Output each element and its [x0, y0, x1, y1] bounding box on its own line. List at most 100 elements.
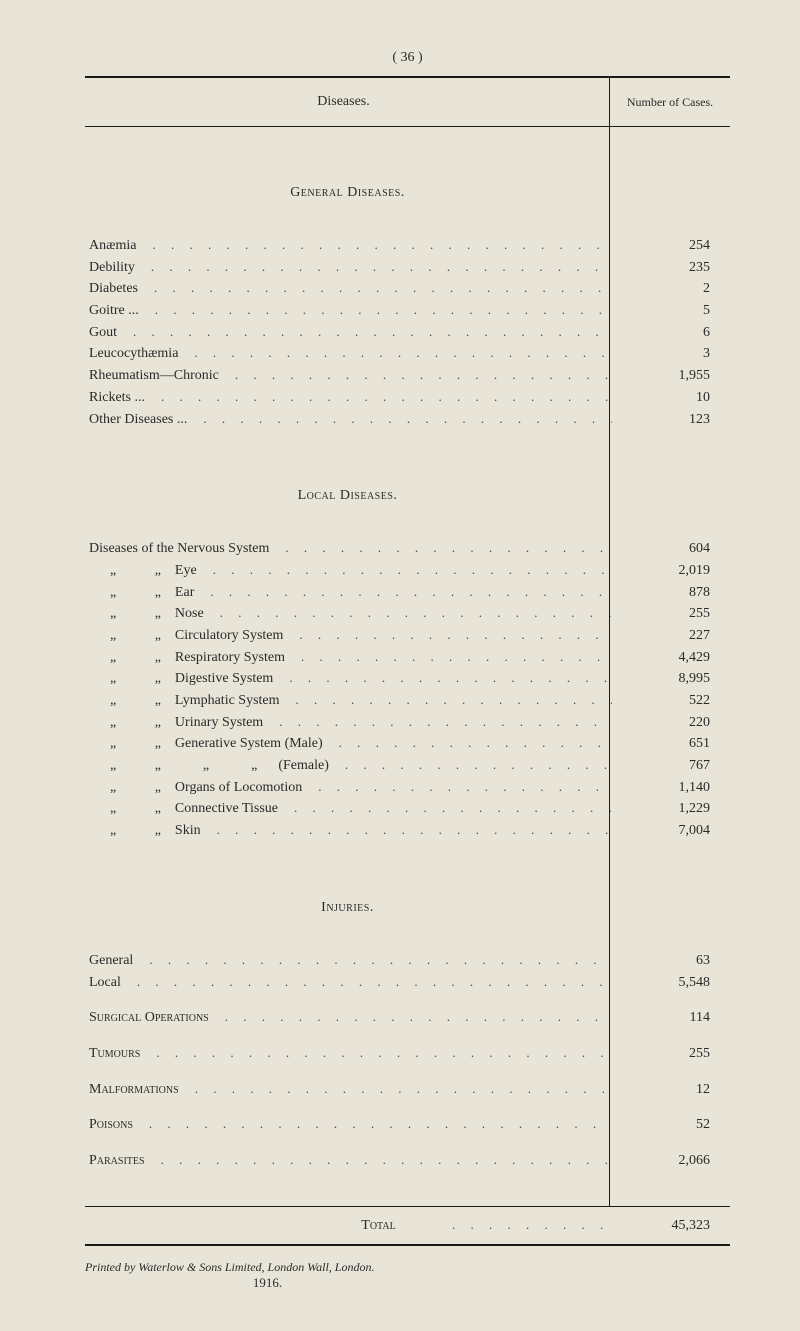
table-row: Rheumatism—Chronic1,955 [85, 365, 730, 387]
col-header-diseases: Diseases. [85, 94, 602, 110]
page: ( 36 ) Diseases. Number of Cases. Genera… [0, 0, 800, 1331]
header-vertical-separator [609, 78, 610, 126]
table-row: Goitre ...5 [85, 300, 730, 322]
table-row: Parasites2,066 [85, 1150, 730, 1172]
row-label: Rickets ... [89, 387, 145, 409]
table-row: Local 5,548 [85, 972, 730, 994]
table-row: Gout6 [85, 322, 730, 344]
row-value: 3 [612, 343, 730, 365]
row-label: „ „ Skin [89, 820, 201, 842]
leader-dots [263, 712, 612, 732]
table-body: General Diseases. Anæmia 254 Debility235 … [85, 127, 730, 1206]
row-value: 235 [612, 257, 730, 279]
section-heading-general: General Diseases. [85, 185, 730, 201]
table-row: „ „ „ „ (Female) 767 [85, 755, 730, 777]
leader-dots [135, 257, 612, 277]
row-label: „ „ Organs of Locomotion [89, 777, 302, 799]
row-value: 1,229 [612, 798, 730, 820]
leader-dots [283, 625, 612, 645]
leader-dots [133, 950, 612, 970]
row-label: „ „ Urinary System [89, 712, 263, 734]
row-value: 5,548 [612, 972, 730, 994]
table-row: „ „ Urinary System 220 [85, 712, 730, 734]
row-label: Gout [89, 322, 117, 344]
row-label: Tumours [89, 1043, 140, 1065]
table-row: „ „ Eye2,019 [85, 560, 730, 582]
leader-dots [187, 409, 612, 429]
table-row: „ „ Lymphatic System522 [85, 690, 730, 712]
general-diseases-list: Anæmia 254 Debility235 Diabetes 2 Goitre .… [85, 235, 730, 430]
row-value: 12 [612, 1079, 730, 1101]
leader-dots [302, 777, 612, 797]
row-label: „ „ „ „ (Female) [89, 755, 329, 777]
row-value: 63 [612, 950, 730, 972]
page-number: ( 36 ) [85, 50, 730, 66]
row-label: „ „ Generative System (Male) [89, 733, 323, 755]
leader-dots [204, 603, 612, 623]
leader-dots [136, 235, 612, 255]
row-value: 767 [612, 755, 730, 777]
row-label: Local [89, 972, 121, 994]
leader-dots [179, 1079, 612, 1099]
row-label: „ „ Lymphatic System [89, 690, 280, 712]
table-row: Anæmia 254 [85, 235, 730, 257]
row-value: 4,429 [612, 647, 730, 669]
table-row: „ „ Skin 7,004 [85, 820, 730, 842]
table-row: Surgical Operations114 [85, 1007, 730, 1029]
row-value: 5 [612, 300, 730, 322]
table-row: „ „ Nose 255 [85, 603, 730, 625]
row-value: 2,066 [612, 1150, 730, 1172]
table-row: Rickets ... 10 [85, 387, 730, 409]
leader-dots [219, 365, 612, 385]
bottom-rule [85, 1244, 730, 1246]
printer-credit: Printed by Waterlow & Sons Limited, Lond… [85, 1260, 730, 1275]
table-row: Poisons52 [85, 1114, 730, 1136]
leader-dots [273, 668, 612, 688]
table-row: „ „ Respiratory System4,429 [85, 647, 730, 669]
row-label: „ „ Eye [89, 560, 197, 582]
row-label: Diabetes [89, 278, 138, 300]
leader-dots [145, 1150, 612, 1170]
row-value: 123 [612, 409, 730, 431]
leader-dots [201, 820, 612, 840]
row-label: Poisons [89, 1114, 133, 1136]
table-row: Tumours 255 [85, 1043, 730, 1065]
table-row: „ „ Ear878 [85, 582, 730, 604]
row-value: 220 [612, 712, 730, 734]
row-value: 2 [612, 278, 730, 300]
row-label: „ „ Nose [89, 603, 204, 625]
injuries-list: General63 Local5,548 [85, 950, 730, 993]
leader-dots [323, 733, 612, 753]
row-label: Other Diseases ... [89, 409, 187, 431]
row-value: 10 [612, 387, 730, 409]
other-categories-list: Surgical Operations114 Tumours 255 Malfor… [85, 1007, 730, 1171]
row-value: 1,955 [612, 365, 730, 387]
row-label: Leucocythæmia [89, 343, 178, 365]
total-row: Total 45,323 [85, 1207, 730, 1244]
leader-dots [121, 972, 612, 992]
table-row: „ „ Organs of Locomotion1,140 [85, 777, 730, 799]
table-row: Malformations12 [85, 1079, 730, 1101]
table-row: „ „ Generative System (Male)651 [85, 733, 730, 755]
row-value: 227 [612, 625, 730, 647]
row-label: Anæmia [89, 235, 136, 257]
section-heading-injuries: Injuries. [85, 900, 730, 916]
row-value: 254 [612, 235, 730, 257]
leader-dots [329, 755, 612, 775]
print-year: 1916. [85, 1275, 730, 1291]
leader-dots [133, 1114, 612, 1134]
row-label: Diseases of the Nervous System [89, 538, 269, 560]
leader-dots [197, 560, 612, 580]
leader-dots [140, 1043, 612, 1063]
table-row: Leucocythæmia 3 [85, 343, 730, 365]
row-value: 114 [612, 1007, 730, 1029]
table-row: Diseases of the Nervous System604 [85, 538, 730, 560]
row-value: 255 [612, 1043, 730, 1065]
table-row: Debility235 [85, 257, 730, 279]
row-value: 7,004 [612, 820, 730, 842]
local-diseases-list: Diseases of the Nervous System604 „ „ Ey… [85, 538, 730, 842]
leader-dots [138, 278, 612, 298]
row-value: 255 [612, 603, 730, 625]
leader-dots [145, 387, 612, 407]
total-value: 45,323 [612, 1218, 730, 1234]
